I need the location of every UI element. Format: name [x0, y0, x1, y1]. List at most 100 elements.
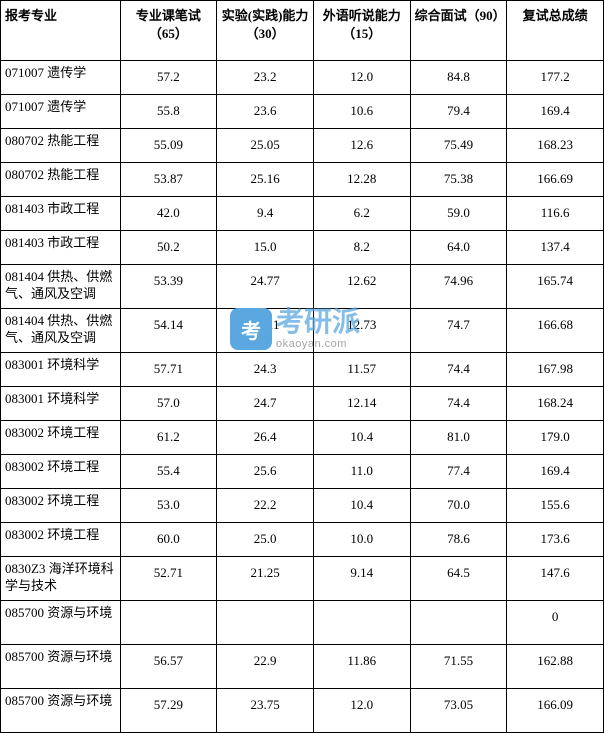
scores-table: 报考专业 专业课笔试（65） 实验(实践)能力（30） 外语听说能力（15） 综…	[0, 0, 604, 733]
cell-major: 083002 环境工程	[1, 523, 121, 557]
cell-practical: 25.16	[217, 163, 314, 197]
cell-language: 12.62	[313, 265, 410, 309]
cell-interview: 74.4	[410, 353, 507, 387]
cell-language: 12.73	[313, 309, 410, 353]
table-row: 085700 资源与环境0	[1, 601, 604, 645]
header-written: 专业课笔试（65）	[120, 1, 217, 61]
cell-written: 55.09	[120, 129, 217, 163]
cell-major: 080702 热能工程	[1, 129, 121, 163]
cell-major: 083002 环境工程	[1, 489, 121, 523]
header-interview: 综合面试（90）	[410, 1, 507, 61]
cell-language: 12.6	[313, 129, 410, 163]
cell-total: 166.68	[507, 309, 604, 353]
cell-language	[313, 601, 410, 645]
cell-interview: 75.49	[410, 129, 507, 163]
cell-total: 177.2	[507, 61, 604, 95]
cell-total: 169.4	[507, 95, 604, 129]
cell-practical: 24.77	[217, 265, 314, 309]
header-practical: 实验(实践)能力（30）	[217, 1, 314, 61]
header-major: 报考专业	[1, 1, 121, 61]
cell-language: 10.0	[313, 523, 410, 557]
cell-total: 168.24	[507, 387, 604, 421]
cell-practical: 25.11	[217, 309, 314, 353]
cell-total: 169.4	[507, 455, 604, 489]
table-row: 081403 市政工程42.09.46.259.0116.6	[1, 197, 604, 231]
table-row: 071007 遗传学55.823.610.679.4169.4	[1, 95, 604, 129]
cell-written: 55.4	[120, 455, 217, 489]
cell-major: 081403 市政工程	[1, 231, 121, 265]
cell-written: 52.71	[120, 557, 217, 601]
cell-interview: 64.5	[410, 557, 507, 601]
cell-written: 53.0	[120, 489, 217, 523]
table-row: 083002 环境工程60.025.010.078.6173.6	[1, 523, 604, 557]
cell-language: 6.2	[313, 197, 410, 231]
cell-total: 116.6	[507, 197, 604, 231]
cell-total: 179.0	[507, 421, 604, 455]
table-row: 085700 资源与环境56.5722.911.8671.55162.88	[1, 645, 604, 689]
cell-practical: 25.0	[217, 523, 314, 557]
table-body: 071007 遗传学57.223.212.084.8177.2071007 遗传…	[1, 61, 604, 733]
table-row: 083002 环境工程53.022.210.470.0155.6	[1, 489, 604, 523]
cell-interview: 71.55	[410, 645, 507, 689]
cell-practical: 24.3	[217, 353, 314, 387]
table-row: 085700 资源与环境57.2923.7512.073.05166.09	[1, 689, 604, 733]
cell-written: 61.2	[120, 421, 217, 455]
table-row: 080702 热能工程53.8725.1612.2875.38166.69	[1, 163, 604, 197]
cell-total: 166.69	[507, 163, 604, 197]
cell-interview: 74.7	[410, 309, 507, 353]
cell-practical: 23.2	[217, 61, 314, 95]
cell-written: 53.39	[120, 265, 217, 309]
cell-language: 8.2	[313, 231, 410, 265]
cell-interview: 59.0	[410, 197, 507, 231]
cell-written: 57.29	[120, 689, 217, 733]
cell-total: 166.09	[507, 689, 604, 733]
table-row: 081404 供热、供燃气、通风及空调53.3924.7712.6274.961…	[1, 265, 604, 309]
cell-major: 081403 市政工程	[1, 197, 121, 231]
cell-language: 11.86	[313, 645, 410, 689]
header-total: 复试总成绩	[507, 1, 604, 61]
table-row: 083002 环境工程61.226.410.481.0179.0	[1, 421, 604, 455]
cell-practical: 23.6	[217, 95, 314, 129]
cell-language: 11.0	[313, 455, 410, 489]
cell-total: 168.23	[507, 129, 604, 163]
cell-practical: 25.6	[217, 455, 314, 489]
cell-major: 085700 资源与环境	[1, 689, 121, 733]
cell-practical: 25.05	[217, 129, 314, 163]
cell-written: 53.87	[120, 163, 217, 197]
cell-language: 12.28	[313, 163, 410, 197]
cell-total: 155.6	[507, 489, 604, 523]
cell-major: 085700 资源与环境	[1, 601, 121, 645]
cell-practical: 26.4	[217, 421, 314, 455]
cell-written: 57.71	[120, 353, 217, 387]
cell-interview: 84.8	[410, 61, 507, 95]
cell-language: 11.57	[313, 353, 410, 387]
cell-major: 083001 环境科学	[1, 387, 121, 421]
cell-written: 54.14	[120, 309, 217, 353]
cell-language: 12.14	[313, 387, 410, 421]
cell-interview: 81.0	[410, 421, 507, 455]
cell-written: 55.8	[120, 95, 217, 129]
table-row: 083001 环境科学57.7124.311.5774.4167.98	[1, 353, 604, 387]
cell-practical: 24.7	[217, 387, 314, 421]
cell-interview: 73.05	[410, 689, 507, 733]
table-row: 080702 热能工程55.0925.0512.675.49168.23	[1, 129, 604, 163]
cell-language: 9.14	[313, 557, 410, 601]
cell-interview: 64.0	[410, 231, 507, 265]
cell-language: 10.6	[313, 95, 410, 129]
table-row: 083002 环境工程55.425.611.077.4169.4	[1, 455, 604, 489]
cell-written: 57.0	[120, 387, 217, 421]
cell-interview: 75.38	[410, 163, 507, 197]
table-row: 083001 环境科学57.024.712.1474.4168.24	[1, 387, 604, 421]
cell-interview	[410, 601, 507, 645]
cell-practical: 15.0	[217, 231, 314, 265]
cell-practical	[217, 601, 314, 645]
cell-major: 081404 供热、供燃气、通风及空调	[1, 265, 121, 309]
cell-interview: 74.4	[410, 387, 507, 421]
cell-language: 12.0	[313, 689, 410, 733]
cell-written: 60.0	[120, 523, 217, 557]
cell-major: 083002 环境工程	[1, 421, 121, 455]
cell-practical: 9.4	[217, 197, 314, 231]
cell-total: 137.4	[507, 231, 604, 265]
cell-total: 147.6	[507, 557, 604, 601]
cell-language: 10.4	[313, 489, 410, 523]
